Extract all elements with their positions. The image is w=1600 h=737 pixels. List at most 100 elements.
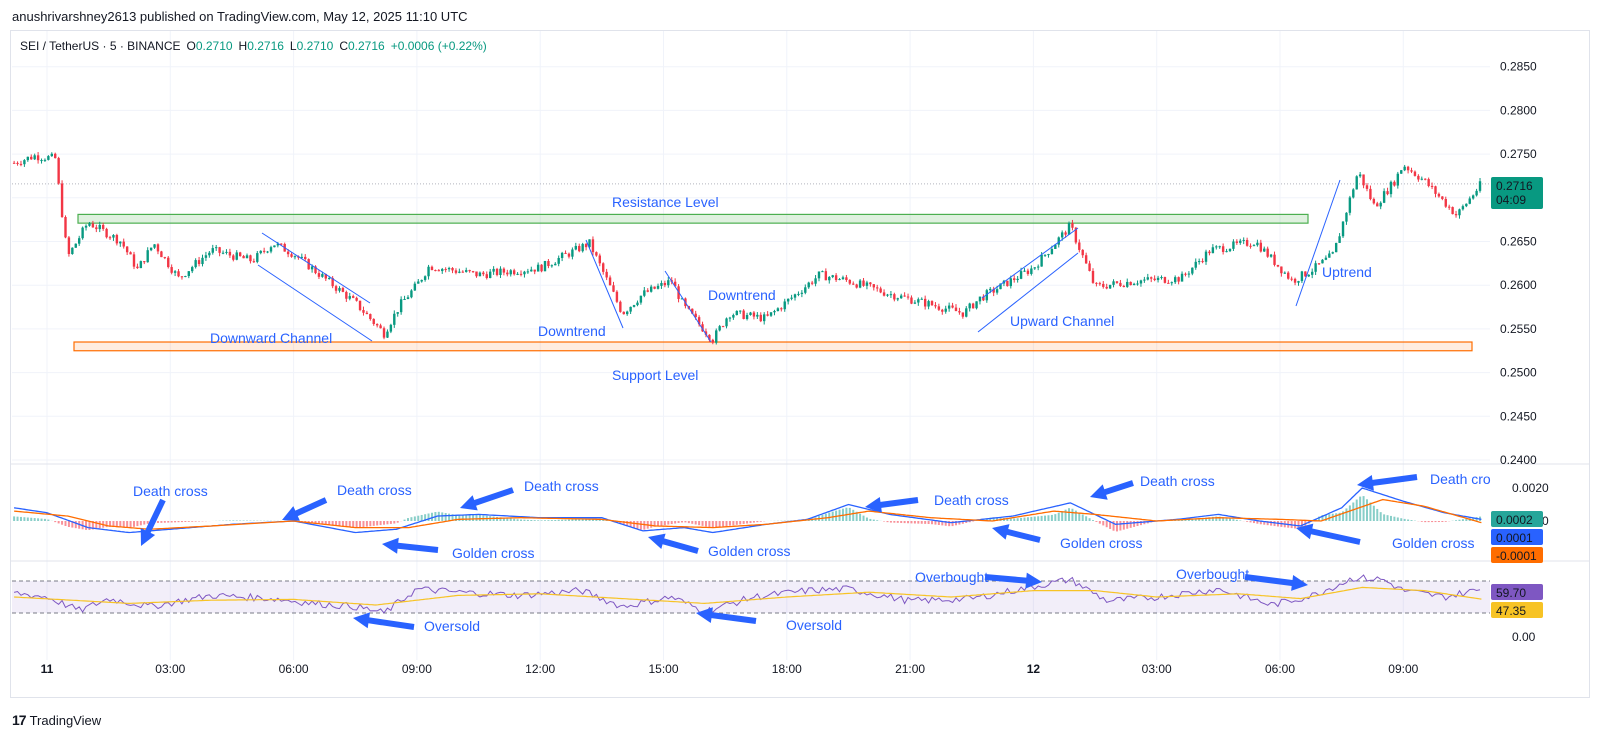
price-tick-2: 0.2750 <box>1500 147 1537 161</box>
candle-body <box>1324 257 1328 260</box>
candle-body <box>403 299 406 301</box>
downward-channel-upper <box>261 232 371 304</box>
candle-body <box>995 289 999 293</box>
time-tick-10: 06:00 <box>1265 662 1295 676</box>
candle-body <box>156 244 160 252</box>
arrow-golden-cross-1 <box>382 537 439 554</box>
symbol-name[interactable]: SEI / TetherUS · 5 · BINANCE <box>20 39 181 53</box>
candle-body <box>132 254 136 267</box>
candle-body <box>369 314 372 320</box>
arrow-death-cross-5 <box>1090 480 1134 500</box>
candle-body <box>982 296 985 301</box>
candle-body <box>334 286 338 291</box>
candle-body <box>1074 227 1078 243</box>
candle-body <box>560 252 564 258</box>
candle-body <box>410 290 413 298</box>
candle-body <box>1191 267 1194 274</box>
candle-body <box>379 325 382 329</box>
candle-body <box>310 266 314 270</box>
candle-body <box>1290 278 1293 280</box>
candle-body <box>1427 179 1430 186</box>
support-zone <box>73 341 1473 352</box>
macd-badge-text-0: 0.0001 <box>1496 531 1533 545</box>
candle-body <box>221 252 225 254</box>
candle-body <box>591 239 595 253</box>
candle-body <box>249 255 252 262</box>
candle-body <box>578 245 581 252</box>
candle-body <box>1417 175 1420 180</box>
candle-body <box>602 263 605 272</box>
candle-body <box>64 217 67 238</box>
candle-body <box>273 245 276 248</box>
candle-body <box>1036 266 1040 268</box>
candle-body <box>328 277 331 279</box>
candle-body <box>211 248 214 253</box>
candle-body <box>1280 266 1283 274</box>
candle-body <box>266 251 269 253</box>
grid-lines <box>11 31 1589 660</box>
candle-body <box>1156 277 1160 281</box>
price-tick-8: 0.2450 <box>1500 409 1537 423</box>
candle-body <box>495 268 499 275</box>
candle-body <box>286 251 290 255</box>
candle-body <box>26 156 30 161</box>
candle-body <box>1328 253 1331 258</box>
candle-body <box>852 283 855 285</box>
candle-body <box>358 300 362 311</box>
candle-body <box>903 295 906 297</box>
candle-body <box>619 301 622 312</box>
candle-body <box>1006 280 1009 287</box>
candle-body <box>759 314 762 322</box>
candle-body <box>1249 245 1252 247</box>
candle-body <box>1437 193 1441 197</box>
candle-body <box>1362 174 1365 186</box>
candle-body <box>372 319 375 325</box>
candle-body <box>786 298 790 302</box>
candle-body <box>1434 186 1437 194</box>
candle-body <box>1019 271 1023 279</box>
rsi-ma-line <box>14 586 1482 606</box>
candle-body <box>831 275 834 278</box>
candle-body <box>814 278 817 284</box>
candle-body <box>865 282 869 286</box>
candle-body <box>167 257 170 268</box>
candle-body <box>441 269 444 272</box>
resistance-zone <box>77 213 1309 224</box>
candle-body <box>1102 283 1105 287</box>
downtrend-line-1 <box>585 239 624 329</box>
candle-body <box>1091 270 1095 283</box>
candle-body <box>1444 198 1447 207</box>
candle-body <box>872 284 875 288</box>
candle-body <box>923 298 927 307</box>
price-tick-7: 0.2500 <box>1500 366 1537 380</box>
candle-body <box>519 273 523 275</box>
candle-body <box>523 271 526 275</box>
rsi-oversold-label-1: Oversold <box>424 618 480 634</box>
candle-body <box>735 310 738 316</box>
candle-body <box>423 276 427 280</box>
candle-body <box>971 303 975 309</box>
candle-body <box>225 251 228 253</box>
candle-body <box>191 267 194 272</box>
candle-body <box>1310 271 1314 275</box>
candle-body <box>317 273 321 277</box>
tradingview-brand[interactable]: 17 TradingView <box>12 712 101 728</box>
candle-body <box>512 270 516 275</box>
candle-body <box>1180 273 1184 282</box>
candle-body <box>649 286 653 292</box>
candle-body <box>16 162 19 164</box>
candle-body <box>1352 189 1355 198</box>
candle-body <box>177 271 180 277</box>
candle-body <box>67 237 71 255</box>
candle-body <box>1060 232 1064 238</box>
candle-body <box>1300 271 1304 282</box>
candle-body <box>1321 259 1324 264</box>
candle-body <box>598 255 601 264</box>
candle-body <box>540 264 543 272</box>
candle-body <box>420 279 423 282</box>
candle-body <box>1379 202 1382 207</box>
candle-body <box>129 252 132 255</box>
close-label: C <box>339 39 348 53</box>
candle-body <box>1050 248 1054 255</box>
